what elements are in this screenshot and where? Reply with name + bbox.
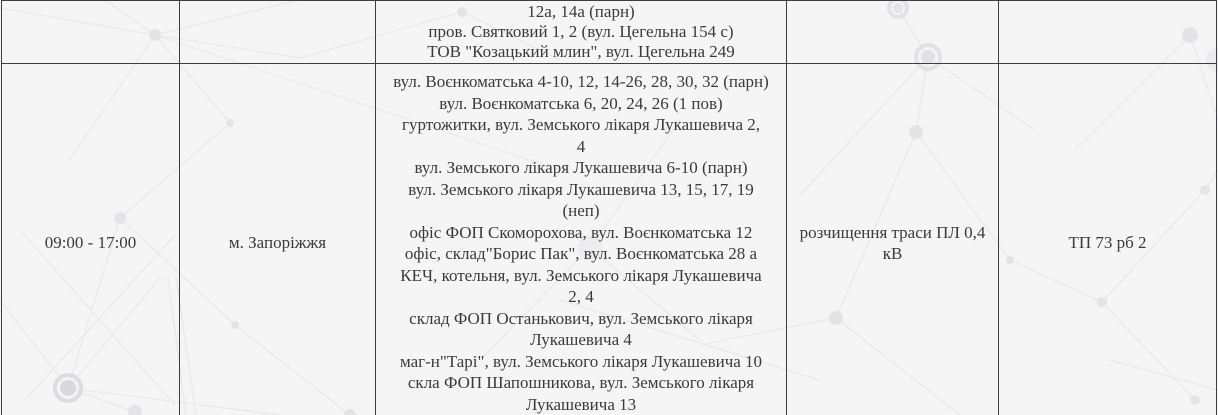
- table-row-previous-partial: 12а, 14а (парн) пров. Святковий 1, 2 (ву…: [1, 0, 1217, 64]
- substation-cell: ТП 73 рб 2: [998, 63, 1217, 415]
- substation-cell: [998, 0, 1217, 64]
- city-cell: [179, 0, 376, 64]
- city-cell: м. Запоріжжя: [179, 63, 376, 415]
- addresses-cell: вул. Воєнкоматська 4-10, 12, 14-26, 28, …: [375, 63, 787, 415]
- addresses-cell: 12а, 14а (парн) пров. Святковий 1, 2 (ву…: [375, 0, 787, 64]
- work-type-cell: розчищення траси ПЛ 0,4 кВ: [786, 63, 999, 415]
- work-type-cell: [786, 0, 999, 64]
- time-cell: 09:00 - 17:00: [1, 63, 180, 415]
- time-cell: [1, 0, 180, 64]
- table-row-outage: 09:00 - 17:00 м. Запоріжжя вул. Воєнкома…: [1, 63, 1217, 415]
